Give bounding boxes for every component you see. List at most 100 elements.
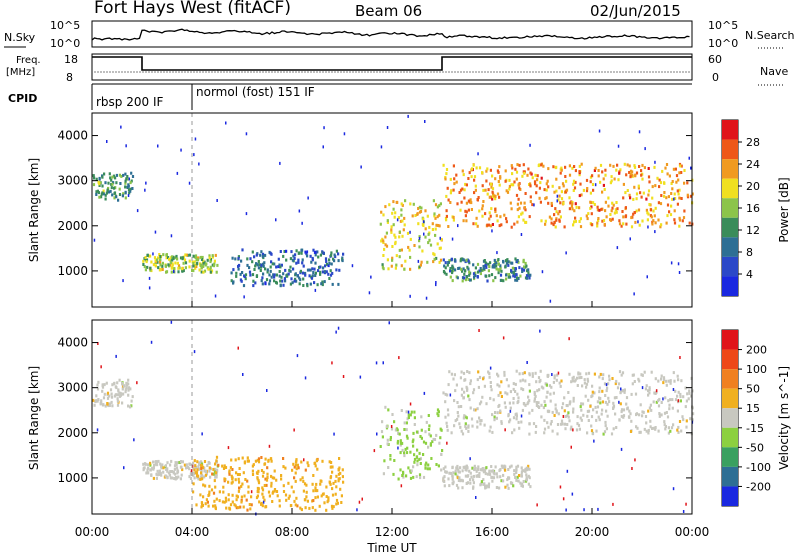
range-gate-cell [606, 414, 609, 418]
range-gate-cell [244, 273, 248, 277]
range-gate-cell [98, 195, 101, 199]
range-gate-cell [149, 463, 152, 467]
range-gate-cell [613, 177, 616, 181]
range-gate-cell [553, 414, 556, 417]
range-gate-cell [528, 411, 531, 415]
range-gate-cell [580, 193, 583, 197]
range-gate-cell [429, 443, 432, 447]
range-gate-cell [595, 429, 598, 433]
range-gate-cell [209, 257, 212, 261]
range-gate-cell [649, 425, 652, 429]
range-gate-cell [493, 415, 496, 419]
colorbar-tick-label: -15 [746, 422, 764, 435]
range-gate-cell [149, 461, 152, 465]
range-gate-cell [517, 183, 520, 187]
range-gate-cell [485, 179, 488, 183]
range-gate-cell [531, 408, 534, 412]
range-gate-cell [403, 428, 406, 431]
range-gate-cell [555, 210, 558, 214]
range-gate-cell [676, 409, 679, 413]
range-gate-cell [156, 260, 159, 264]
range-gate-cell [260, 501, 263, 505]
range-gate-cell [502, 473, 505, 477]
range-gate-cell [471, 466, 474, 470]
range-gate-cell [231, 480, 234, 484]
range-gate-cell [507, 275, 510, 279]
x-tick-label: 08:00 [275, 525, 310, 539]
range-gate-cell [251, 469, 254, 473]
range-gate-cell [640, 169, 643, 173]
range-gate-cell [624, 191, 627, 195]
range-gate-cell [629, 169, 633, 173]
range-gate-cell [266, 472, 269, 476]
range-gate-cell [465, 183, 468, 187]
noise-cell [634, 458, 636, 462]
range-gate-cell [266, 466, 269, 470]
range-gate-cell [405, 434, 409, 438]
range-gate-cell [469, 478, 472, 482]
range-gate-cell [412, 202, 415, 206]
range-gate-cell [319, 270, 322, 274]
range-gate-cell [489, 224, 493, 228]
noise-cell [594, 183, 597, 187]
noise-cell [198, 162, 200, 166]
range-gate-cell [465, 258, 468, 262]
range-gate-cell [610, 432, 614, 436]
range-gate-cell [142, 462, 145, 466]
range-gate-cell [474, 266, 477, 270]
range-gate-cell [572, 407, 575, 411]
range-gate-cell [458, 476, 461, 480]
noise-cell [533, 203, 535, 207]
range-gate-cell [131, 187, 134, 190]
range-gate-cell [505, 273, 508, 277]
range-gate-cell [314, 253, 317, 257]
range-gate-cell [254, 264, 257, 268]
range-gate-cell [399, 219, 402, 223]
nsearch-label: N.Search [745, 29, 795, 42]
range-gate-cell [528, 389, 531, 393]
range-gate-cell [424, 227, 427, 231]
range-gate-cell [529, 200, 532, 204]
freq-tick-top: 18 [64, 53, 78, 66]
range-gate-cell [419, 462, 422, 465]
range-gate-cell [611, 206, 614, 210]
noise-cell [605, 383, 608, 387]
range-gate-cell [324, 264, 327, 268]
range-gate-cell [196, 460, 199, 464]
range-gate-cell [150, 260, 153, 264]
range-gate-cell [236, 473, 240, 476]
range-gate-cell [602, 177, 605, 181]
range-gate-cell [651, 220, 654, 224]
range-gate-cell [264, 457, 267, 461]
range-gate-cell [471, 167, 474, 171]
range-gate-cell [409, 202, 412, 206]
nsearch-tick-top: 10^5 [708, 19, 738, 32]
range-gate-cell [289, 265, 292, 269]
noise-cell [489, 366, 492, 370]
range-gate-cell [273, 273, 276, 277]
range-gate-cell [524, 379, 527, 383]
range-gate-cell [670, 426, 674, 430]
noise-cell [425, 296, 428, 300]
range-gate-cell [442, 391, 445, 395]
range-gate-cell [489, 396, 492, 400]
range-gate-cell [512, 183, 515, 187]
range-gate-cell [472, 222, 475, 226]
range-gate-cell [667, 379, 670, 383]
range-gate-cell [109, 189, 112, 193]
noise-cell [549, 299, 552, 303]
range-gate-cell [250, 495, 253, 499]
range-gate-cell [567, 415, 570, 419]
range-gate-cell [641, 219, 644, 223]
range-gate-cell [643, 427, 646, 431]
range-gate-cell [424, 430, 427, 434]
range-gate-cell [494, 194, 497, 198]
range-gate-cell [111, 383, 114, 387]
range-gate-cell [427, 232, 430, 236]
range-gate-cell [206, 464, 209, 467]
noise-cell [194, 137, 197, 141]
noise-cell [100, 365, 102, 369]
range-gate-cell [620, 414, 623, 418]
range-gate-cell [442, 479, 445, 483]
range-gate-cell [499, 468, 502, 471]
